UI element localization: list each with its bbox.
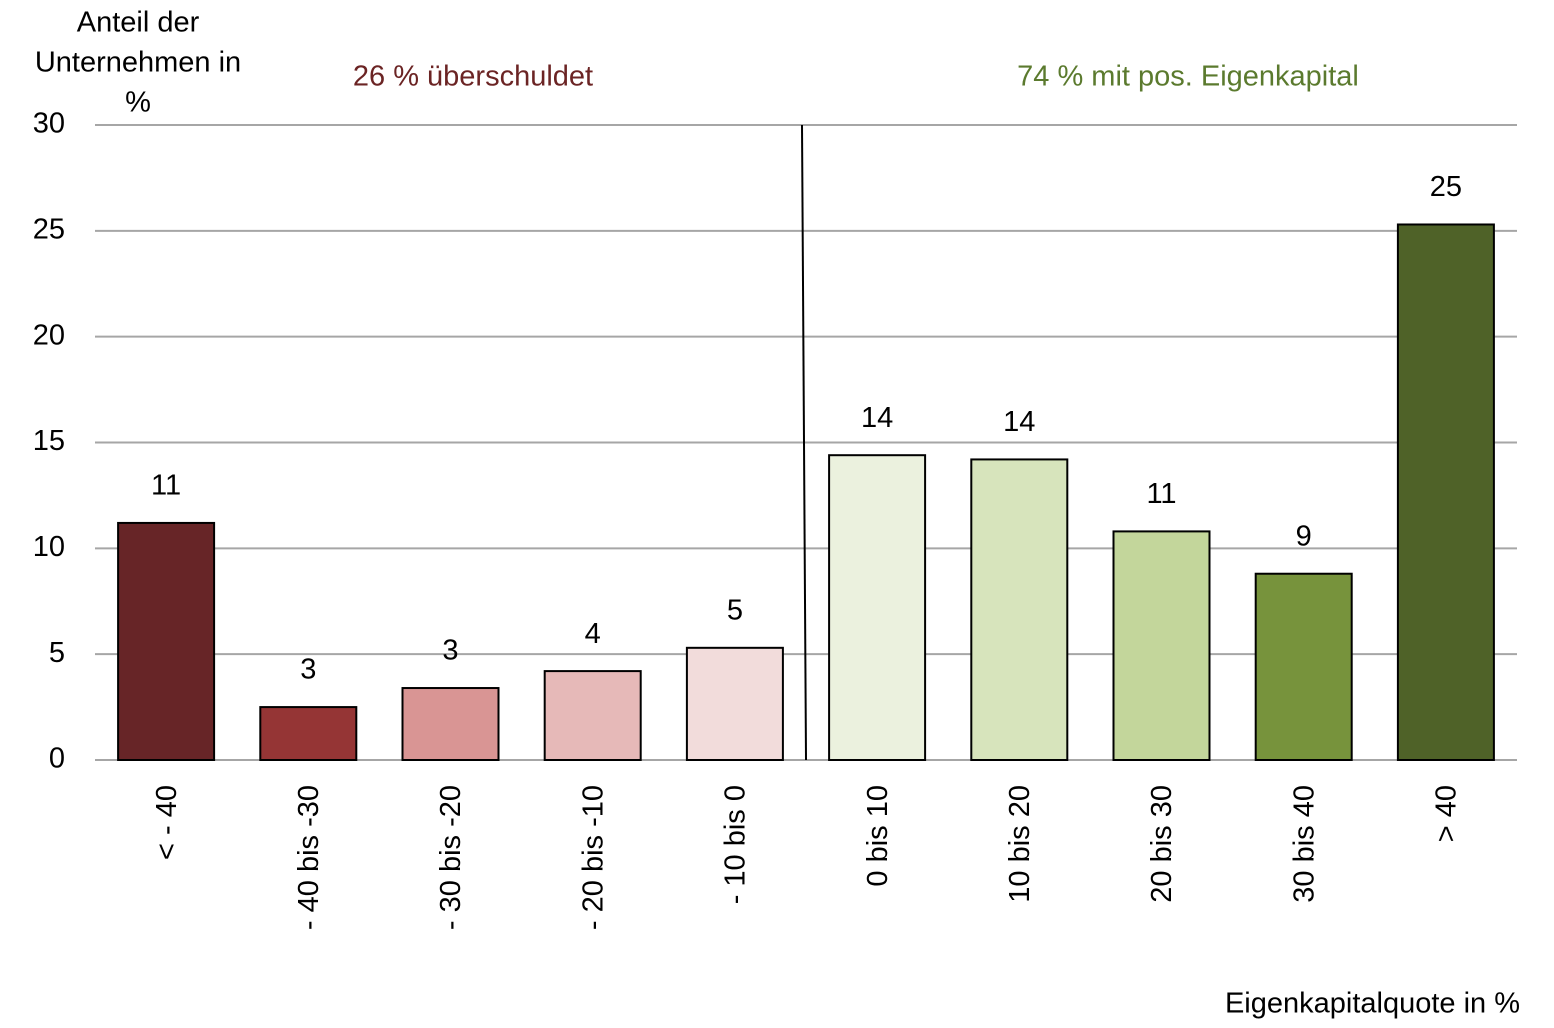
x-tick-label: > 40 bbox=[1431, 785, 1463, 842]
x-tick-label: - 20 bis -10 bbox=[577, 785, 609, 930]
annotation: 26 % überschuldet bbox=[353, 61, 593, 93]
value-label: 5 bbox=[727, 594, 743, 626]
x-tick-label: - 30 bis -20 bbox=[435, 785, 467, 930]
bar bbox=[401, 687, 500, 761]
x-tick-label: < - 40 bbox=[151, 785, 183, 860]
value-label: 14 bbox=[861, 402, 893, 434]
y-tick-label: 5 bbox=[49, 637, 65, 669]
group-divider bbox=[801, 124, 807, 761]
x-tick-label: - 40 bis -30 bbox=[293, 785, 325, 930]
y-tick-label: 25 bbox=[33, 213, 65, 245]
x-axis-label: Eigenkapitalquote in % bbox=[1225, 988, 1520, 1020]
bar bbox=[259, 706, 358, 761]
bar bbox=[828, 454, 927, 761]
bar bbox=[1396, 223, 1495, 761]
y-axis-label: % bbox=[125, 87, 151, 119]
x-tick-label: 30 bis 40 bbox=[1288, 785, 1320, 903]
bar bbox=[1112, 530, 1211, 762]
x-tick-label: 10 bis 20 bbox=[1004, 785, 1036, 903]
bar bbox=[685, 646, 784, 761]
y-tick-label: 0 bbox=[49, 743, 65, 775]
bar bbox=[543, 670, 642, 761]
value-label: 4 bbox=[585, 618, 601, 650]
value-label: 25 bbox=[1430, 171, 1462, 203]
x-tick-label: 20 bis 30 bbox=[1146, 785, 1178, 903]
bar bbox=[117, 521, 216, 762]
value-label: 11 bbox=[151, 470, 181, 502]
bar bbox=[970, 458, 1069, 761]
y-axis-label: Unternehmen in bbox=[35, 47, 241, 79]
x-tick-label: - 10 bis 0 bbox=[720, 785, 752, 904]
y-tick-label: 30 bbox=[33, 108, 65, 140]
y-tick-label: 15 bbox=[33, 425, 65, 457]
annotation: 74 % mit pos. Eigenkapital bbox=[1017, 61, 1359, 93]
y-tick-label: 20 bbox=[33, 319, 65, 351]
value-label: 9 bbox=[1296, 520, 1312, 552]
value-label: 3 bbox=[300, 654, 316, 686]
value-label: 14 bbox=[1003, 406, 1035, 438]
value-label: 11 bbox=[1146, 478, 1176, 510]
bar bbox=[1254, 572, 1353, 761]
x-tick-label: 0 bis 10 bbox=[862, 785, 894, 887]
value-label: 3 bbox=[442, 635, 458, 667]
y-tick-label: 10 bbox=[33, 531, 65, 563]
y-axis-label: Anteil der bbox=[77, 7, 200, 39]
